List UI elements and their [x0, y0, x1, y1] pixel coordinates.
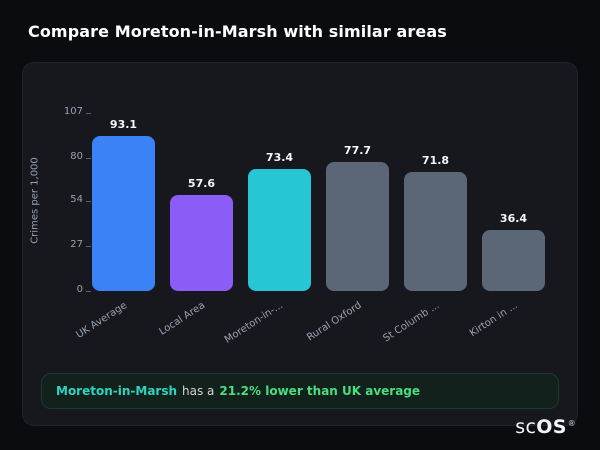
y-axis-tickmark	[86, 291, 91, 292]
bar-moreton-in[interactable]	[248, 168, 311, 291]
x-axis-label-st-columb: St Columb ...	[381, 300, 442, 345]
bar-value-label: 93.1	[109, 118, 138, 132]
page-title: Compare Moreton-in-Marsh with similar ar…	[28, 22, 447, 41]
bar-kirton-in[interactable]	[482, 230, 545, 291]
summary-area-name: Moreton-in-Marsh	[56, 384, 178, 398]
bar-rural-oxford[interactable]	[326, 161, 389, 291]
registered-trademark-icon: ®	[567, 418, 576, 428]
y-axis-tick-label: 0	[76, 284, 83, 295]
y-axis-tickmark	[86, 157, 91, 159]
brand-logo-suffix: OS	[536, 416, 567, 438]
y-axis-tickmark	[86, 113, 91, 114]
x-axis-label-rural-oxford: Rural Oxford	[304, 300, 364, 344]
brand-logo-prefix: sc	[515, 416, 537, 438]
brand-logo: scOS®	[515, 416, 576, 438]
x-axis-label-local-area: Local Area	[157, 300, 208, 338]
bar-value-label: 36.4	[499, 212, 528, 226]
bar-chart: Crimes per 1,000 107 80 54 27 0 93.1 UK Average…	[30, 91, 565, 363]
y-axis-tick-label: 80	[70, 150, 83, 162]
y-axis-tickmark	[86, 201, 91, 203]
bar-value-label: 73.4	[265, 150, 294, 164]
x-axis-label-moreton-in: Moreton-in-...	[223, 300, 286, 346]
summary-connector-text: has a	[182, 384, 215, 398]
bar-st-columb[interactable]	[404, 171, 467, 291]
chart-card: Crimes per 1,000 107 80 54 27 0 93.1 UK Average…	[22, 62, 578, 426]
y-axis-tickmark	[86, 246, 91, 248]
bar-value-label: 71.8	[421, 153, 450, 167]
y-axis-tick-label: 107	[63, 106, 83, 117]
x-axis-label-kirton-in: Kirton in ...	[467, 300, 520, 340]
bar-value-label: 77.7	[343, 143, 372, 157]
bar-value-label: 57.6	[187, 177, 216, 191]
bar-uk-average[interactable]	[92, 136, 155, 291]
y-axis-tick-label: 27	[70, 239, 83, 251]
summary-banner: Moreton-in-Marsh has a 21.2% lower than …	[41, 373, 559, 409]
summary-highlight: 21.2% lower than UK average	[219, 384, 421, 398]
bar-local-area[interactable]	[170, 195, 233, 291]
y-axis-tick-label: 54	[70, 194, 83, 206]
x-axis-label-uk-average: UK Average	[74, 300, 130, 341]
